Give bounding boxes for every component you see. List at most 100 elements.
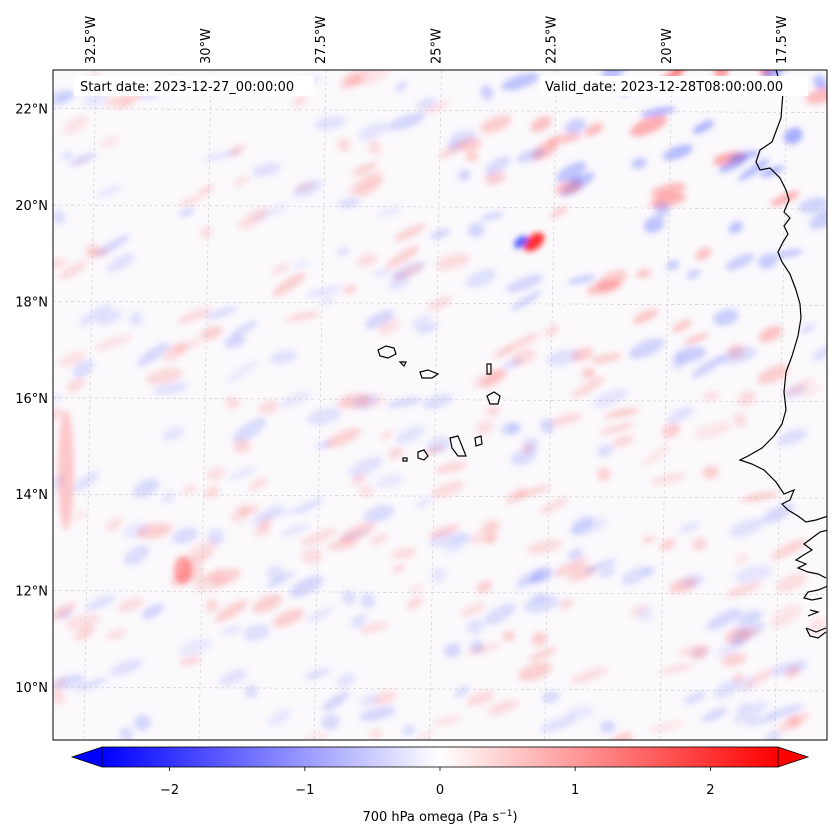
- omega-cell: [510, 449, 536, 466]
- omega-cell: [58, 410, 74, 530]
- omega-cell: [701, 707, 728, 723]
- omega-cell: [133, 714, 151, 731]
- omega-cell: [668, 577, 698, 594]
- omega-cell: [351, 474, 366, 485]
- omega-cell: [457, 137, 482, 152]
- latitude-tick-label: 22°N: [15, 103, 48, 118]
- omega-cell: [337, 138, 351, 152]
- island-santiago: [449, 435, 467, 457]
- omega-cell: [377, 207, 402, 217]
- colorbar-tick-label: 1: [571, 783, 579, 798]
- omega-cell: [266, 565, 284, 582]
- omega-cell: [540, 498, 568, 515]
- omega-cell: [672, 319, 692, 333]
- omega-cell: [465, 150, 479, 162]
- omega-cell: [599, 422, 635, 435]
- island-maio: [474, 435, 483, 447]
- omega-cell: [771, 663, 792, 676]
- omega-cell: [798, 197, 827, 214]
- omega-cell: [320, 295, 334, 307]
- omega-cell: [530, 116, 552, 133]
- omega-cell: [813, 74, 827, 90]
- omega-cell: [510, 348, 536, 366]
- omega-cell: [636, 268, 652, 279]
- omega-cell: [549, 413, 582, 427]
- omega-cell: [443, 643, 462, 658]
- omega-cell: [219, 669, 248, 686]
- colorbar-tick-label: −2: [160, 783, 179, 798]
- omega-cell: [272, 263, 291, 275]
- omega-cell: [342, 284, 357, 294]
- omega-cell: [78, 304, 112, 326]
- omega-cell: [692, 538, 708, 551]
- omega-cell: [770, 191, 800, 206]
- omega-cell: [339, 521, 376, 543]
- longitude-gridline: [313, 70, 327, 740]
- omega-cell: [564, 118, 587, 134]
- omega-cell: [416, 497, 432, 509]
- omega-cell: [540, 715, 577, 733]
- omega-cell: [259, 508, 297, 519]
- omega-cell: [726, 581, 762, 597]
- colorbar-low-extension: [70, 746, 103, 768]
- island-fogo: [417, 449, 429, 461]
- omega-cell: [372, 269, 392, 277]
- omega-cell: [603, 408, 640, 419]
- omega-cell: [642, 535, 655, 544]
- omega-cell: [205, 306, 237, 320]
- omega-cell: [53, 258, 68, 270]
- omega-cell: [128, 311, 143, 326]
- omega-cell: [733, 700, 768, 725]
- omega-cell: [375, 473, 404, 489]
- omega-cell: [612, 434, 634, 448]
- omega-cell: [686, 269, 701, 279]
- omega-cell: [502, 631, 515, 642]
- latitude-tick-label: 16°N: [15, 392, 48, 407]
- omega-cell: [526, 539, 563, 554]
- omega-cell: [69, 152, 97, 166]
- omega-cell: [738, 158, 770, 181]
- omega-cell: [141, 603, 164, 620]
- omega-cell: [430, 228, 450, 240]
- omega-cell: [581, 367, 596, 379]
- omega-cell: [386, 245, 420, 269]
- longitude-gridline: [429, 70, 442, 740]
- omega-cell: [659, 538, 676, 551]
- omega-cell: [528, 647, 557, 662]
- omega-cell: [703, 391, 719, 401]
- omega-cell: [269, 349, 297, 365]
- omega-cell: [729, 518, 764, 538]
- omega-cell: [559, 599, 574, 610]
- omega-cell: [233, 439, 251, 454]
- omega-cell: [550, 205, 568, 219]
- omega-cell: [506, 333, 540, 351]
- omega-cell: [435, 461, 467, 474]
- omega-cell: [222, 626, 242, 635]
- omega-cell: [388, 273, 410, 291]
- omega-cell: [238, 207, 269, 230]
- omega-cell: [293, 95, 307, 107]
- omega-cell: [252, 594, 283, 613]
- omega-cell: [501, 73, 540, 91]
- omega-cell: [53, 209, 66, 225]
- omega-cell: [632, 308, 659, 324]
- omega-cell: [174, 556, 192, 584]
- omega-cell: [380, 429, 394, 441]
- longitude-tick-label: 27.5°W: [314, 16, 329, 64]
- omega-cell: [467, 223, 485, 238]
- colorbar-tick-label: 0: [436, 783, 444, 798]
- omega-cell: [702, 465, 719, 479]
- omega-field: [53, 70, 827, 740]
- omega-cell: [182, 485, 197, 494]
- island-sao-vicente: [398, 361, 407, 368]
- omega-cell: [214, 600, 248, 623]
- omega-cell: [531, 631, 547, 647]
- longitude-tick-labels: 32.5°W 30°W 27.5°W 25°W 22.5°W 20°W 17.5°W: [84, 16, 790, 64]
- omega-cell: [95, 235, 130, 256]
- omega-cell: [476, 580, 493, 594]
- omega-cell: [484, 156, 511, 176]
- colorbar-tick-label: −1: [295, 783, 314, 798]
- omega-cell: [556, 161, 587, 183]
- omega-cell: [651, 182, 686, 198]
- africa-coastline: [738, 70, 827, 639]
